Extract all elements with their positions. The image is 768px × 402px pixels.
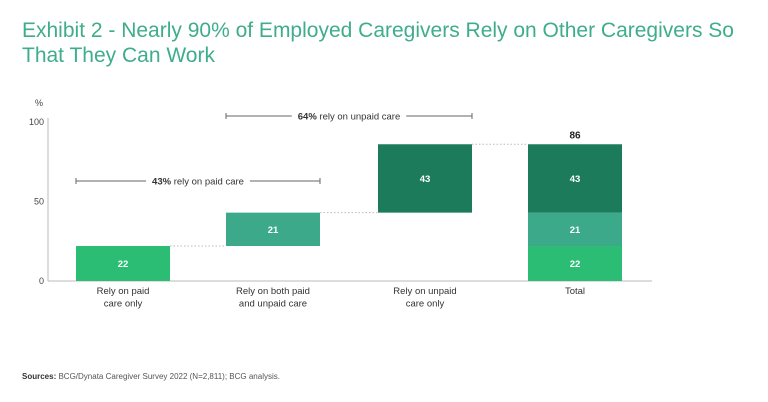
total-segment-label: 22: [570, 259, 581, 270]
y-tick-label: 100: [29, 117, 44, 127]
x-tick-label: care only: [104, 299, 143, 310]
annotation-percent: 43%: [152, 177, 172, 188]
data-label-paid: 22: [118, 259, 129, 270]
x-tick-label: Rely on paid: [97, 286, 150, 297]
total-segment-label: 21: [570, 225, 581, 236]
total-segment: [528, 212, 622, 247]
y-axis-unit-label: %: [35, 98, 43, 108]
source-text: BCG/Dynata Caregiver Survey 2022 (N=2,81…: [58, 372, 280, 381]
annotation-percent: 64%: [298, 112, 318, 123]
x-tick-label: Total: [565, 286, 585, 297]
data-label-both: 21: [268, 225, 279, 236]
x-tick-label: Rely on unpaid: [393, 286, 456, 297]
bar-both: [226, 212, 320, 247]
y-tick-label: 50: [34, 197, 44, 207]
x-tick-label: Rely on both paid: [236, 286, 310, 297]
bar-paid: [76, 246, 170, 281]
annotation-text: rely on unpaid care: [317, 112, 400, 123]
y-tick-label: 0: [39, 276, 44, 286]
source-label: Sources:: [22, 372, 57, 381]
source-note: Sources: BCG/Dynata Caregiver Survey 202…: [22, 372, 280, 381]
data-label-unpaid: 43: [420, 174, 431, 185]
x-tick-label: and unpaid care: [239, 299, 307, 310]
chart-title: Exhibit 2 - Nearly 90% of Employed Careg…: [22, 19, 734, 67]
bar-unpaid: [378, 144, 472, 213]
annotation-label: 64% rely on unpaid care: [298, 112, 400, 123]
annotation-label: 43% rely on paid care: [152, 177, 244, 188]
x-tick-label: care only: [406, 299, 445, 310]
total-segment: [528, 246, 622, 281]
total-segment-label: 43: [570, 174, 581, 185]
total-value-label: 86: [569, 130, 581, 141]
annotation-text: rely on paid care: [171, 177, 244, 188]
total-segment: [528, 144, 622, 213]
